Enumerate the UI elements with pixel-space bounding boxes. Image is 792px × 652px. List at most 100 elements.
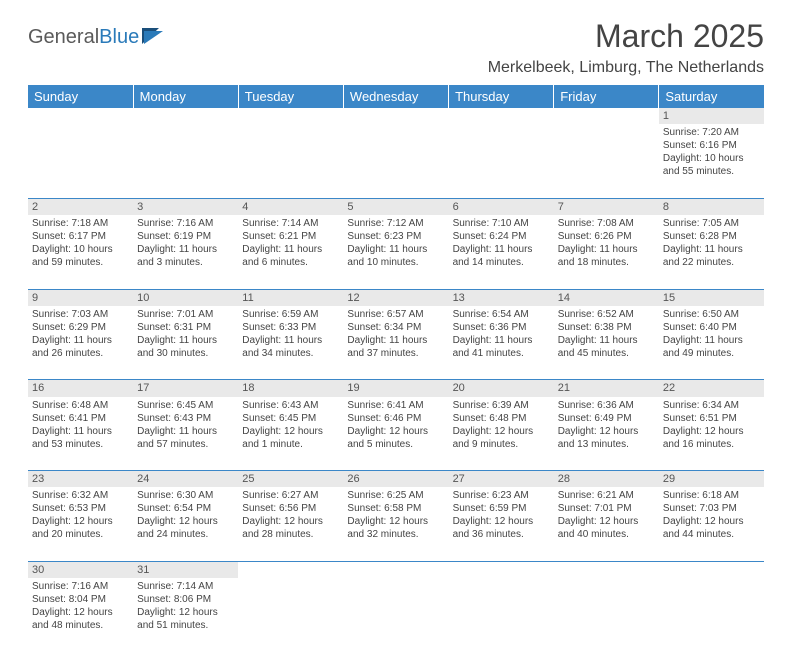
calendar-daynum-row: 16171819202122 bbox=[28, 380, 764, 397]
daylight-text: Daylight: 12 hours and 32 minutes. bbox=[347, 515, 444, 541]
day-content-cell bbox=[449, 124, 554, 198]
day-content-cell: Sunrise: 6:21 AMSunset: 7:01 PMDaylight:… bbox=[554, 487, 659, 561]
day-number-cell: 9 bbox=[28, 289, 133, 306]
daylight-text: Daylight: 12 hours and 51 minutes. bbox=[137, 606, 234, 632]
day-number-cell bbox=[343, 108, 448, 124]
day-number-cell: 29 bbox=[659, 471, 764, 488]
day-content-cell: Sunrise: 6:32 AMSunset: 6:53 PMDaylight:… bbox=[28, 487, 133, 561]
day-content-cell bbox=[238, 124, 343, 198]
sunset-text: Sunset: 6:17 PM bbox=[32, 230, 129, 243]
day-number: 13 bbox=[453, 292, 465, 304]
sunrise-text: Sunrise: 7:01 AM bbox=[137, 308, 234, 321]
day-number: 24 bbox=[137, 473, 149, 485]
day-number-cell: 5 bbox=[343, 198, 448, 215]
day-number-cell: 19 bbox=[343, 380, 448, 397]
sunrise-text: Sunrise: 7:14 AM bbox=[242, 217, 339, 230]
sunset-text: Sunset: 6:28 PM bbox=[663, 230, 760, 243]
sunrise-text: Sunrise: 7:12 AM bbox=[347, 217, 444, 230]
day-content-cell: Sunrise: 7:16 AMSunset: 6:19 PMDaylight:… bbox=[133, 215, 238, 289]
daylight-text: Daylight: 12 hours and 44 minutes. bbox=[663, 515, 760, 541]
day-number: 11 bbox=[242, 292, 253, 304]
day-number: 3 bbox=[137, 201, 143, 213]
day-header: Sunday bbox=[28, 85, 133, 108]
day-number-cell: 27 bbox=[449, 471, 554, 488]
day-number: 2 bbox=[32, 201, 38, 213]
sunrise-text: Sunrise: 6:39 AM bbox=[453, 399, 550, 412]
day-content-cell bbox=[28, 124, 133, 198]
sunset-text: Sunset: 6:45 PM bbox=[242, 412, 339, 425]
location-text: Merkelbeek, Limburg, The Netherlands bbox=[28, 59, 764, 77]
day-number: 9 bbox=[32, 292, 38, 304]
day-number: 15 bbox=[663, 292, 675, 304]
sunrise-text: Sunrise: 6:21 AM bbox=[558, 489, 655, 502]
calendar-daynum-row: 9 10 11 12 13 14 15 bbox=[28, 289, 764, 306]
sunset-text: Sunset: 6:21 PM bbox=[242, 230, 339, 243]
sunset-text: Sunset: 6:29 PM bbox=[32, 321, 129, 334]
day-header: Thursday bbox=[449, 85, 554, 108]
day-number-cell: 2 bbox=[28, 198, 133, 215]
sunrise-text: Sunrise: 7:16 AM bbox=[32, 580, 129, 593]
day-content-cell: Sunrise: 7:08 AMSunset: 6:26 PMDaylight:… bbox=[554, 215, 659, 289]
sunset-text: Sunset: 6:34 PM bbox=[347, 321, 444, 334]
calendar-daynum-row: 2345678 bbox=[28, 198, 764, 215]
day-number-cell: 8 bbox=[659, 198, 764, 215]
daylight-text: Daylight: 11 hours and 45 minutes. bbox=[558, 334, 655, 360]
daylight-text: Daylight: 11 hours and 53 minutes. bbox=[32, 425, 129, 451]
sunrise-text: Sunrise: 7:05 AM bbox=[663, 217, 760, 230]
day-number: 12 bbox=[347, 292, 359, 304]
calendar-content-row: Sunrise: 7:03 AMSunset: 6:29 PMDaylight:… bbox=[28, 306, 764, 380]
day-number: 8 bbox=[663, 201, 669, 213]
sunrise-text: Sunrise: 6:59 AM bbox=[242, 308, 339, 321]
day-content-cell bbox=[238, 578, 343, 652]
sunrise-text: Sunrise: 6:27 AM bbox=[242, 489, 339, 502]
daylight-text: Daylight: 12 hours and 5 minutes. bbox=[347, 425, 444, 451]
sunset-text: Sunset: 6:51 PM bbox=[663, 412, 760, 425]
day-number: 5 bbox=[347, 201, 353, 213]
day-number-cell: 20 bbox=[449, 380, 554, 397]
day-number-cell: 3 bbox=[133, 198, 238, 215]
day-header: Friday bbox=[554, 85, 659, 108]
day-content-cell: Sunrise: 6:43 AMSunset: 6:45 PMDaylight:… bbox=[238, 397, 343, 471]
day-number-cell bbox=[238, 108, 343, 124]
daylight-text: Daylight: 11 hours and 6 minutes. bbox=[242, 243, 339, 269]
day-number-cell: 17 bbox=[133, 380, 238, 397]
day-number-cell bbox=[28, 108, 133, 124]
sunrise-text: Sunrise: 6:25 AM bbox=[347, 489, 444, 502]
calendar-content-row: Sunrise: 6:48 AMSunset: 6:41 PMDaylight:… bbox=[28, 397, 764, 471]
calendar-daynum-row: 3031 bbox=[28, 561, 764, 578]
sunset-text: Sunset: 7:03 PM bbox=[663, 502, 760, 515]
day-content-cell bbox=[343, 578, 448, 652]
daylight-text: Daylight: 12 hours and 16 minutes. bbox=[663, 425, 760, 451]
sunrise-text: Sunrise: 6:36 AM bbox=[558, 399, 655, 412]
day-number: 26 bbox=[347, 473, 359, 485]
sunrise-text: Sunrise: 7:18 AM bbox=[32, 217, 129, 230]
day-number-cell: 6 bbox=[449, 198, 554, 215]
logo-text-2: Blue bbox=[99, 26, 139, 49]
day-content-cell: Sunrise: 7:14 AMSunset: 6:21 PMDaylight:… bbox=[238, 215, 343, 289]
day-number: 18 bbox=[242, 382, 254, 394]
day-number-cell: 14 bbox=[554, 289, 659, 306]
day-content-cell: Sunrise: 6:45 AMSunset: 6:43 PMDaylight:… bbox=[133, 397, 238, 471]
day-content-cell: Sunrise: 7:05 AMSunset: 6:28 PMDaylight:… bbox=[659, 215, 764, 289]
day-number-cell: 10 bbox=[133, 289, 238, 306]
day-content-cell bbox=[343, 124, 448, 198]
day-content-cell: Sunrise: 7:16 AMSunset: 8:04 PMDaylight:… bbox=[28, 578, 133, 652]
daylight-text: Daylight: 11 hours and 37 minutes. bbox=[347, 334, 444, 360]
day-content-cell: Sunrise: 6:54 AMSunset: 6:36 PMDaylight:… bbox=[449, 306, 554, 380]
sunrise-text: Sunrise: 6:34 AM bbox=[663, 399, 760, 412]
day-content-cell bbox=[554, 578, 659, 652]
day-content-cell: Sunrise: 7:18 AMSunset: 6:17 PMDaylight:… bbox=[28, 215, 133, 289]
day-number-cell bbox=[449, 561, 554, 578]
calendar-table: Sunday Monday Tuesday Wednesday Thursday… bbox=[28, 85, 764, 652]
calendar-daynum-row: 1 bbox=[28, 108, 764, 124]
day-number-cell bbox=[133, 108, 238, 124]
day-content-cell bbox=[659, 578, 764, 652]
daylight-text: Daylight: 10 hours and 59 minutes. bbox=[32, 243, 129, 269]
day-number-cell: 4 bbox=[238, 198, 343, 215]
daylight-text: Daylight: 12 hours and 28 minutes. bbox=[242, 515, 339, 541]
day-number: 30 bbox=[32, 564, 44, 576]
daylight-text: Daylight: 12 hours and 24 minutes. bbox=[137, 515, 234, 541]
sunset-text: Sunset: 6:59 PM bbox=[453, 502, 550, 515]
day-number-cell bbox=[238, 561, 343, 578]
daylight-text: Daylight: 11 hours and 57 minutes. bbox=[137, 425, 234, 451]
